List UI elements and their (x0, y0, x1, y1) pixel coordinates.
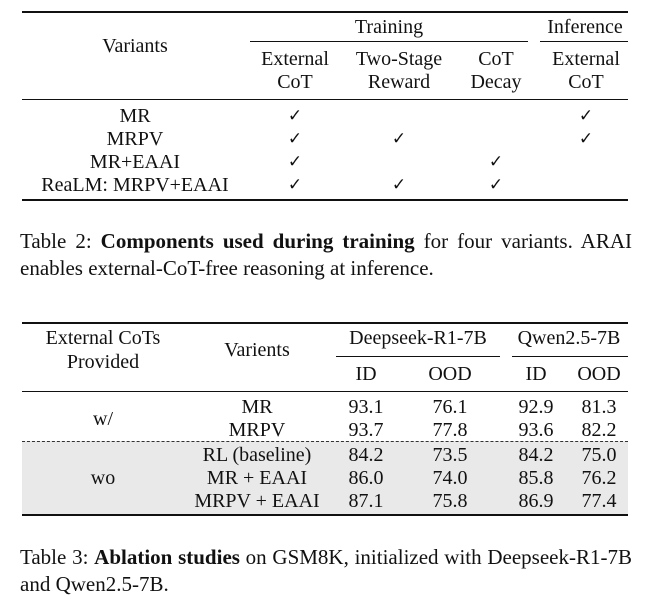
table2-header-rule (22, 99, 628, 100)
table3-header-external-cots-l2: Provided (66, 351, 140, 373)
table3-caption-rest: on GSM8K, initialized with Deepseek-R1-7… (20, 545, 632, 596)
check-icon: ✓ (287, 152, 303, 172)
check-icon: ✓ (287, 129, 303, 149)
check-icon: ✓ (488, 152, 504, 172)
table2-training-cmidrule (250, 41, 528, 42)
table3-row-name: MRPV (228, 419, 286, 441)
check-icon: ✓ (287, 175, 303, 195)
check-icon: ✓ (488, 175, 504, 195)
table2-col-cot-decay-l1: CoT (478, 48, 514, 70)
table3-group-label: wo (90, 467, 116, 489)
table2-col-two-stage-l2: Reward (367, 71, 431, 93)
table3-bottom-rule (22, 514, 628, 516)
table3-value: 75.0 (581, 444, 617, 466)
table3-shaded-region (22, 441, 628, 514)
table2-header-inference: Inference (547, 16, 623, 38)
check-icon: ✓ (578, 129, 594, 149)
table3-value: 73.5 (432, 444, 468, 466)
table2-row-name: ReaLM: MRPV+EAAI (41, 174, 229, 196)
table3-value: 87.1 (348, 490, 384, 512)
table3-row-name: MRPV + EAAI (194, 490, 320, 512)
table2-caption-label: Table 2: (20, 229, 101, 253)
table2-col-inf-external-cot-l2: CoT (568, 71, 604, 93)
table3-header-external-cots-l1: External CoTs (45, 327, 161, 349)
table3-value: 77.4 (581, 490, 617, 512)
table3-row-name: RL (baseline) (202, 444, 312, 466)
table3-header-variants: Varients (224, 339, 290, 361)
table3-value: 86.0 (348, 467, 384, 489)
table3-caption: Table 3: Ablation studies on GSM8K, init… (20, 544, 632, 598)
table3-row-name: MR (241, 396, 273, 418)
table3-caption-label: Table 3: (20, 545, 95, 569)
table2-top-rule (22, 11, 628, 13)
table3-caption-bold: Ablation studies (94, 545, 240, 569)
table3-value: 82.2 (581, 419, 617, 441)
table2-caption-bold: Components used during training (100, 229, 415, 253)
table3-top-rule (22, 322, 628, 324)
table2-caption-rest: for four variants. ARAI enables external… (20, 229, 633, 280)
check-icon: ✓ (578, 106, 594, 126)
table2-row-name: MR+EAAI (89, 151, 181, 173)
table3-row-name: MR + EAAI (206, 467, 308, 489)
table3-group-label: w/ (93, 408, 113, 430)
table2-col-external-cot-l2: CoT (277, 71, 313, 93)
table3-value: 85.8 (518, 467, 554, 489)
table2-caption: Table 2: Components used during training… (20, 228, 632, 282)
table3-header-ood: OOD (428, 363, 472, 385)
table3-header-ood: OOD (577, 363, 621, 385)
table3-value: 81.3 (581, 396, 617, 418)
table3-model1-cmidrule (336, 356, 500, 357)
table3-value: 74.0 (432, 467, 468, 489)
table3-header-id: ID (355, 363, 377, 385)
table3-header-rule (22, 391, 628, 392)
table2-col-cot-decay-l2: Decay (470, 71, 522, 93)
table2-col-external-cot-l1: External (261, 48, 329, 70)
table3-value: 77.8 (432, 419, 468, 441)
table3-value: 76.1 (432, 396, 468, 418)
table3-model2-cmidrule (512, 356, 628, 357)
check-icon: ✓ (287, 106, 303, 126)
table3-value: 86.9 (518, 490, 554, 512)
table2-inference-cmidrule (540, 41, 628, 42)
table2-row-name: MR (119, 105, 151, 127)
table2-col-inf-external-cot-l1: External (552, 48, 620, 70)
check-icon: ✓ (391, 175, 407, 195)
table3-value: 92.9 (518, 396, 554, 418)
table3-header-id: ID (525, 363, 547, 385)
table3-value: 84.2 (518, 444, 554, 466)
table2-col-two-stage-l1: Two-Stage (355, 48, 443, 70)
table3-value: 76.2 (581, 467, 617, 489)
table2-header-variants: Variants (102, 35, 168, 57)
table2-header-training: Training (354, 16, 424, 38)
table3-value: 84.2 (348, 444, 384, 466)
table3-value: 93.6 (518, 419, 554, 441)
table3-header-model2: Qwen2.5-7B (517, 327, 621, 349)
table2-bottom-rule (22, 199, 628, 201)
table3-value: 93.1 (348, 396, 384, 418)
table3-group-separator (22, 441, 628, 442)
check-icon: ✓ (391, 129, 407, 149)
table3-header-model1: Deepseek-R1-7B (349, 327, 487, 349)
table3-value: 75.8 (432, 490, 468, 512)
table2-row-name: MRPV (106, 128, 164, 150)
table3-value: 93.7 (348, 419, 384, 441)
